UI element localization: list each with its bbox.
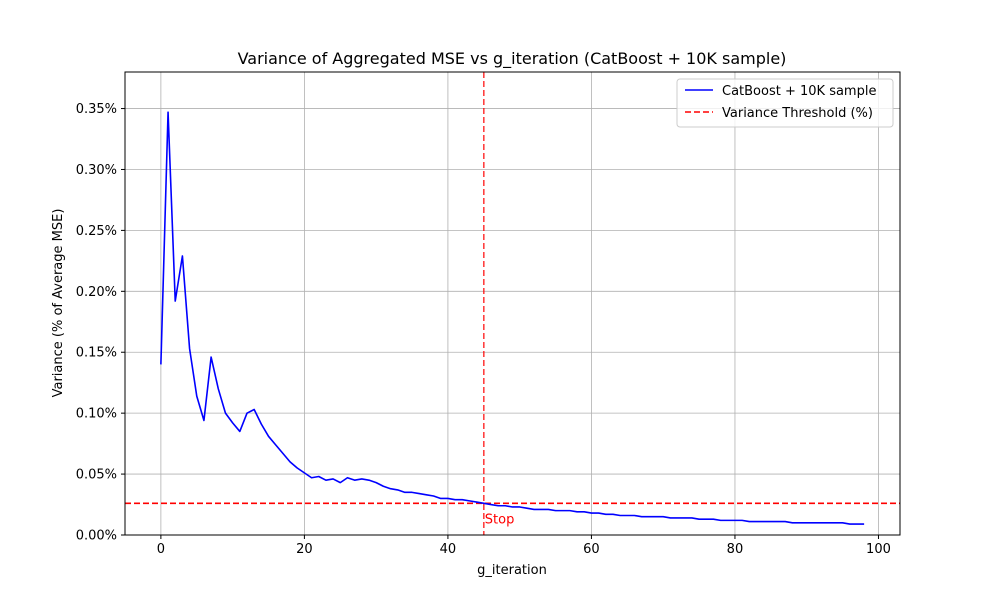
x-axis-ticks: 0 20 40 60 80 100 (157, 535, 891, 557)
x-tick-label: 0 (157, 542, 165, 557)
plot-frame (124, 71, 901, 536)
y-tick-label: 0.05% (76, 468, 117, 483)
x-tick-label: 100 (866, 542, 891, 557)
y-tick-label: 0.35% (76, 102, 117, 117)
y-tick-label: 0.20% (76, 285, 117, 300)
grid-lines (125, 72, 900, 536)
x-tick-label: 80 (727, 542, 744, 557)
chart-title: Variance of Aggregated MSE vs g_iteratio… (238, 49, 787, 69)
y-tick-label: 0.25% (76, 224, 117, 239)
y-tick-label: 0.10% (76, 407, 117, 422)
series-line-catboost (160, 111, 865, 525)
x-axis-label: g_iteration (477, 563, 547, 578)
y-axis-label: Variance (% of Average MSE) (51, 209, 66, 398)
x-tick-label: 40 (440, 542, 457, 557)
y-axis-ticks: 0.00% 0.05% 0.10% 0.15% 0.20% 0.25% 0.30% 0.35% (76, 102, 125, 544)
x-tick-label: 20 (296, 542, 313, 557)
x-tick-label: 60 (583, 542, 600, 557)
legend: CatBoost + 10K sample Variance Threshold… (676, 78, 894, 128)
y-tick-label: 0.00% (76, 529, 117, 544)
y-tick-label: 0.30% (76, 163, 117, 178)
series-layer (160, 111, 865, 525)
stop-annotation: Stop (485, 512, 515, 527)
reference-lines (125, 72, 900, 535)
legend-label-threshold: Variance Threshold (%) (722, 106, 873, 121)
legend-box (676, 78, 894, 128)
legend-label-series: CatBoost + 10K sample (722, 84, 876, 99)
y-tick-label: 0.15% (76, 346, 117, 361)
